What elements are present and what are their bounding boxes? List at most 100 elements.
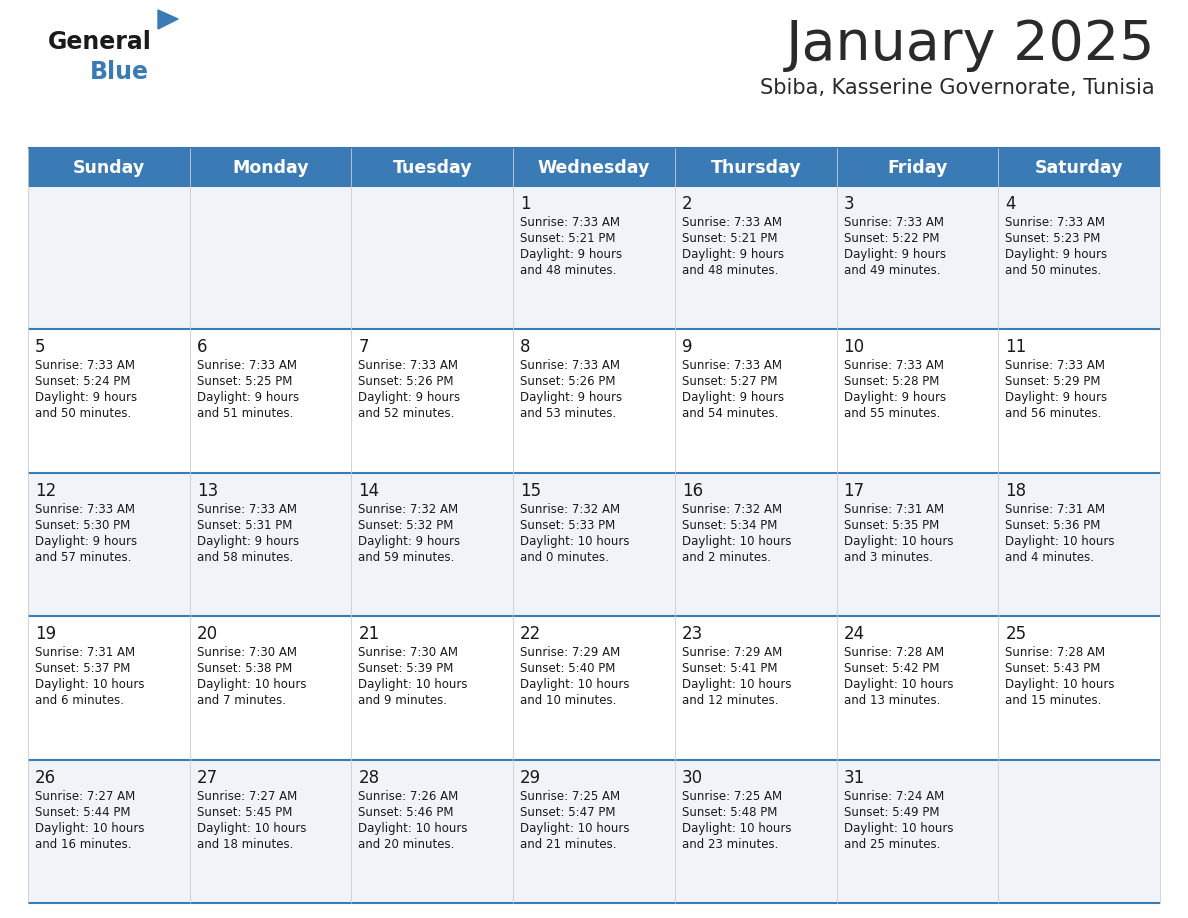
Text: Sunset: 5:21 PM: Sunset: 5:21 PM xyxy=(682,232,777,245)
Text: Sunset: 5:45 PM: Sunset: 5:45 PM xyxy=(197,806,292,819)
Text: Sunrise: 7:28 AM: Sunrise: 7:28 AM xyxy=(843,646,943,659)
Text: and 48 minutes.: and 48 minutes. xyxy=(682,264,778,277)
Bar xyxy=(29,473,1159,616)
Text: 10: 10 xyxy=(843,339,865,356)
Text: Sunrise: 7:32 AM: Sunrise: 7:32 AM xyxy=(682,503,782,516)
Text: and 23 minutes.: and 23 minutes. xyxy=(682,837,778,851)
Text: Sunset: 5:43 PM: Sunset: 5:43 PM xyxy=(1005,662,1100,676)
Text: Sunset: 5:34 PM: Sunset: 5:34 PM xyxy=(682,519,777,532)
Text: Sunset: 5:33 PM: Sunset: 5:33 PM xyxy=(520,519,615,532)
Text: Sunrise: 7:25 AM: Sunrise: 7:25 AM xyxy=(520,789,620,802)
Text: Sunrise: 7:33 AM: Sunrise: 7:33 AM xyxy=(34,360,135,373)
Text: Sunset: 5:28 PM: Sunset: 5:28 PM xyxy=(843,375,939,388)
Text: Daylight: 10 hours: Daylight: 10 hours xyxy=(520,535,630,548)
Text: and 49 minutes.: and 49 minutes. xyxy=(843,264,940,277)
Text: Daylight: 10 hours: Daylight: 10 hours xyxy=(520,822,630,834)
Text: Sunset: 5:22 PM: Sunset: 5:22 PM xyxy=(843,232,939,245)
Text: Sunrise: 7:33 AM: Sunrise: 7:33 AM xyxy=(682,216,782,229)
Text: 5: 5 xyxy=(34,339,45,356)
Text: Daylight: 9 hours: Daylight: 9 hours xyxy=(843,391,946,405)
Text: and 7 minutes.: and 7 minutes. xyxy=(197,694,286,707)
Text: Sunrise: 7:31 AM: Sunrise: 7:31 AM xyxy=(34,646,135,659)
Text: 15: 15 xyxy=(520,482,542,499)
Text: and 50 minutes.: and 50 minutes. xyxy=(34,408,131,420)
Text: Sunrise: 7:33 AM: Sunrise: 7:33 AM xyxy=(843,360,943,373)
Text: and 55 minutes.: and 55 minutes. xyxy=(843,408,940,420)
Text: 18: 18 xyxy=(1005,482,1026,499)
Text: Sunset: 5:23 PM: Sunset: 5:23 PM xyxy=(1005,232,1100,245)
Text: and 52 minutes.: and 52 minutes. xyxy=(359,408,455,420)
Text: Daylight: 10 hours: Daylight: 10 hours xyxy=(1005,535,1114,548)
Text: 24: 24 xyxy=(843,625,865,644)
Text: Sunset: 5:49 PM: Sunset: 5:49 PM xyxy=(843,806,939,819)
Text: Daylight: 10 hours: Daylight: 10 hours xyxy=(520,678,630,691)
Text: Sunset: 5:41 PM: Sunset: 5:41 PM xyxy=(682,662,777,676)
Text: Daylight: 9 hours: Daylight: 9 hours xyxy=(1005,248,1107,261)
Text: Sunrise: 7:28 AM: Sunrise: 7:28 AM xyxy=(1005,646,1105,659)
Text: and 0 minutes.: and 0 minutes. xyxy=(520,551,609,564)
Text: Daylight: 9 hours: Daylight: 9 hours xyxy=(520,391,623,405)
Text: Sunset: 5:38 PM: Sunset: 5:38 PM xyxy=(197,662,292,676)
Text: Daylight: 10 hours: Daylight: 10 hours xyxy=(1005,678,1114,691)
Text: and 57 minutes.: and 57 minutes. xyxy=(34,551,132,564)
Text: 7: 7 xyxy=(359,339,369,356)
Text: and 20 minutes.: and 20 minutes. xyxy=(359,837,455,851)
Text: and 12 minutes.: and 12 minutes. xyxy=(682,694,778,707)
Text: and 54 minutes.: and 54 minutes. xyxy=(682,408,778,420)
Text: 27: 27 xyxy=(197,768,217,787)
Text: Sunset: 5:44 PM: Sunset: 5:44 PM xyxy=(34,806,131,819)
Bar xyxy=(29,759,1159,903)
Text: Daylight: 9 hours: Daylight: 9 hours xyxy=(34,535,137,548)
Text: Sunrise: 7:26 AM: Sunrise: 7:26 AM xyxy=(359,789,459,802)
Text: Sunrise: 7:33 AM: Sunrise: 7:33 AM xyxy=(197,360,297,373)
Text: Sunrise: 7:27 AM: Sunrise: 7:27 AM xyxy=(197,789,297,802)
Text: and 3 minutes.: and 3 minutes. xyxy=(843,551,933,564)
Text: 13: 13 xyxy=(197,482,217,499)
Bar xyxy=(29,186,1159,330)
Text: January 2025: January 2025 xyxy=(785,18,1155,72)
Text: Daylight: 10 hours: Daylight: 10 hours xyxy=(682,822,791,834)
Text: and 16 minutes.: and 16 minutes. xyxy=(34,837,132,851)
Text: Daylight: 10 hours: Daylight: 10 hours xyxy=(843,822,953,834)
Text: 11: 11 xyxy=(1005,339,1026,356)
Text: Daylight: 9 hours: Daylight: 9 hours xyxy=(1005,391,1107,405)
Text: 30: 30 xyxy=(682,768,703,787)
Text: 12: 12 xyxy=(34,482,56,499)
Text: Sunrise: 7:32 AM: Sunrise: 7:32 AM xyxy=(520,503,620,516)
Text: General: General xyxy=(48,30,152,54)
Text: Sunset: 5:47 PM: Sunset: 5:47 PM xyxy=(520,806,615,819)
Text: Sunrise: 7:30 AM: Sunrise: 7:30 AM xyxy=(197,646,297,659)
Text: Sunrise: 7:33 AM: Sunrise: 7:33 AM xyxy=(359,360,459,373)
Text: Sunset: 5:48 PM: Sunset: 5:48 PM xyxy=(682,806,777,819)
Text: Sunrise: 7:29 AM: Sunrise: 7:29 AM xyxy=(682,646,782,659)
Text: Sunset: 5:39 PM: Sunset: 5:39 PM xyxy=(359,662,454,676)
Text: Sunrise: 7:33 AM: Sunrise: 7:33 AM xyxy=(34,503,135,516)
Text: 29: 29 xyxy=(520,768,542,787)
Text: Sunset: 5:35 PM: Sunset: 5:35 PM xyxy=(843,519,939,532)
Text: Daylight: 10 hours: Daylight: 10 hours xyxy=(359,822,468,834)
Text: Daylight: 9 hours: Daylight: 9 hours xyxy=(34,391,137,405)
Text: Sunrise: 7:32 AM: Sunrise: 7:32 AM xyxy=(359,503,459,516)
Text: Daylight: 9 hours: Daylight: 9 hours xyxy=(843,248,946,261)
Text: Sunrise: 7:24 AM: Sunrise: 7:24 AM xyxy=(843,789,943,802)
Text: 4: 4 xyxy=(1005,195,1016,213)
Text: 16: 16 xyxy=(682,482,703,499)
Text: 20: 20 xyxy=(197,625,217,644)
Text: Daylight: 9 hours: Daylight: 9 hours xyxy=(197,535,299,548)
Text: and 15 minutes.: and 15 minutes. xyxy=(1005,694,1101,707)
Text: 23: 23 xyxy=(682,625,703,644)
Text: Monday: Monday xyxy=(233,159,309,177)
Text: Sunrise: 7:29 AM: Sunrise: 7:29 AM xyxy=(520,646,620,659)
Text: 25: 25 xyxy=(1005,625,1026,644)
Bar xyxy=(29,148,1159,186)
Text: and 10 minutes.: and 10 minutes. xyxy=(520,694,617,707)
Text: and 21 minutes.: and 21 minutes. xyxy=(520,837,617,851)
Text: 17: 17 xyxy=(843,482,865,499)
Text: Daylight: 10 hours: Daylight: 10 hours xyxy=(682,535,791,548)
Text: Daylight: 10 hours: Daylight: 10 hours xyxy=(843,678,953,691)
Text: 2: 2 xyxy=(682,195,693,213)
Text: Sunrise: 7:33 AM: Sunrise: 7:33 AM xyxy=(1005,360,1105,373)
Text: Sunset: 5:25 PM: Sunset: 5:25 PM xyxy=(197,375,292,388)
Text: 3: 3 xyxy=(843,195,854,213)
Text: Sunrise: 7:33 AM: Sunrise: 7:33 AM xyxy=(197,503,297,516)
